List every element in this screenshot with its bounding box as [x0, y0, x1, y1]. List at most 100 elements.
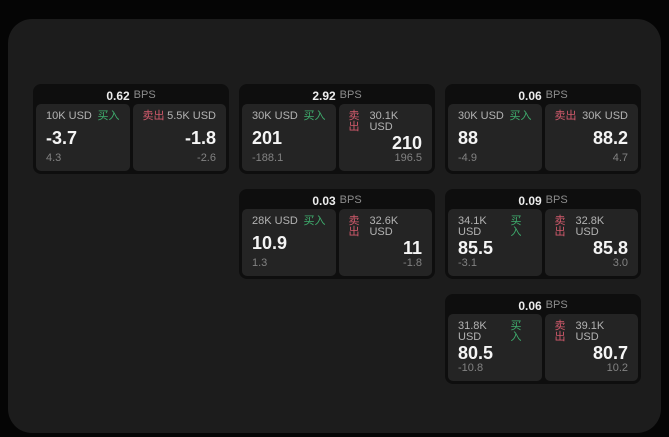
- buy-side-label: 买入: [510, 320, 522, 343]
- bps-value: 0.06: [518, 88, 542, 103]
- quote-card: 0.09 BPS 34.1K USD 买入 85.5 -3.1 卖出 32.8K…: [445, 189, 641, 279]
- buy-price: 201: [252, 127, 283, 148]
- sell-price: 210: [391, 133, 422, 153]
- sell-panel-top: 卖出 32.6K USD: [349, 216, 423, 238]
- bps-suffix-label: BPS: [339, 89, 362, 101]
- bps-suffix-label: BPS: [545, 194, 568, 206]
- buy-amount: 10K USD: [46, 110, 92, 122]
- sell-price: 80.7: [592, 343, 628, 363]
- buy-delta: -4.9: [458, 152, 477, 164]
- sell-price: 88.2: [592, 127, 628, 148]
- bps-header: 0.06 BPS: [448, 87, 638, 104]
- bps-suffix-label: BPS: [133, 89, 156, 101]
- sell-price: 11: [402, 238, 422, 258]
- sell-amount: 30K USD: [582, 110, 628, 122]
- sell-amount: 39.1K USD: [575, 320, 605, 343]
- sell-amount: 32.8K USD: [575, 215, 605, 238]
- sell-amount: 30.1K USD: [369, 110, 399, 133]
- quote-panels-row: 28K USD 买入 10.9 1.3 卖出 32.6K USD 11 -1.8: [242, 209, 432, 276]
- bps-value: 0.03: [312, 193, 336, 208]
- buy-price: 10.9: [252, 232, 288, 253]
- sell-delta: 3.0: [612, 257, 628, 269]
- sell-quote-panel[interactable]: 卖出 32.6K USD 11 -1.8: [338, 209, 432, 276]
- buy-side-label: 买入: [303, 110, 326, 122]
- buy-quote-panel[interactable]: 34.1K USD 买入 85.5 -3.1: [448, 209, 542, 276]
- bps-header: 2.92 BPS: [242, 87, 432, 104]
- bps-value: 0.09: [518, 193, 542, 208]
- sell-quote-panel[interactable]: 卖出 39.1K USD 80.7 10.2: [544, 314, 638, 381]
- bps-header: 0.06 BPS: [448, 297, 638, 314]
- buy-quote-panel[interactable]: 31.8K USD 买入 80.5 -10.8: [448, 314, 542, 381]
- buy-panel-top: 31.8K USD 买入: [458, 321, 532, 343]
- sell-side-label: 卖出: [142, 110, 165, 122]
- buy-price: 88: [458, 127, 479, 148]
- bps-value: 2.92: [312, 88, 336, 103]
- sell-side-label: 卖出: [348, 110, 360, 133]
- buy-delta: -10.8: [458, 362, 484, 374]
- sell-side-label: 卖出: [554, 110, 577, 122]
- buy-amount: 31.8K USD: [458, 320, 487, 343]
- buy-delta: -188.1: [252, 152, 284, 164]
- quote-card: 0.06 BPS 31.8K USD 买入 80.5 -10.8 卖出 39.1…: [445, 294, 641, 384]
- buy-amount: 28K USD: [252, 215, 298, 227]
- buy-price: 85.5: [458, 238, 494, 258]
- buy-quote-panel[interactable]: 30K USD 买入 201 -188.1: [242, 104, 336, 171]
- buy-side-label: 买入: [97, 110, 120, 122]
- sell-panel-top: 卖出 5.5K USD: [143, 111, 217, 122]
- buy-side-label: 买入: [303, 215, 326, 227]
- sell-amount: 5.5K USD: [167, 110, 216, 122]
- bps-value: 0.06: [518, 298, 542, 313]
- buy-side-label: 买入: [509, 110, 532, 122]
- buy-quote-panel[interactable]: 10K USD 买入 -3.7 4.3: [36, 104, 130, 171]
- quote-panels-row: 10K USD 买入 -3.7 4.3 卖出 5.5K USD -1.8 -2.…: [36, 104, 226, 171]
- buy-quote-panel[interactable]: 30K USD 买入 88 -4.9: [448, 104, 542, 171]
- buy-panel-top: 10K USD 买入: [46, 111, 120, 122]
- quote-card: 0.62 BPS 10K USD 买入 -3.7 4.3 卖出 5.5K USD: [33, 84, 229, 174]
- buy-panel-top: 28K USD 买入: [252, 216, 326, 227]
- app-window: 0.62 BPS 10K USD 买入 -3.7 4.3 卖出 5.5K USD: [8, 19, 661, 433]
- buy-panel-top: 30K USD 买入: [252, 111, 326, 122]
- buy-panel-top: 30K USD 买入: [458, 111, 532, 122]
- sell-panel-top: 卖出 39.1K USD: [555, 321, 629, 343]
- sell-price: -1.8: [184, 127, 216, 148]
- buy-side-label: 买入: [510, 215, 522, 238]
- buy-price: 80.5: [458, 343, 494, 363]
- sell-quote-panel[interactable]: 卖出 32.8K USD 85.8 3.0: [544, 209, 638, 276]
- quote-card: 0.03 BPS 28K USD 买入 10.9 1.3 卖出 32.6K US…: [239, 189, 435, 279]
- sell-delta: -1.8: [403, 257, 422, 269]
- buy-delta: 4.3: [46, 152, 62, 164]
- sell-delta: -2.6: [197, 152, 216, 164]
- quote-panels-row: 30K USD 买入 201 -188.1 卖出 30.1K USD 210 1…: [242, 104, 432, 171]
- quote-panels-row: 30K USD 买入 88 -4.9 卖出 30K USD 88.2 4.7: [448, 104, 638, 171]
- buy-delta: 1.3: [252, 257, 268, 269]
- bps-header: 0.03 BPS: [242, 192, 432, 209]
- buy-amount: 30K USD: [458, 110, 504, 122]
- sell-panel-top: 卖出 30.1K USD: [349, 111, 423, 133]
- quote-card: 2.92 BPS 30K USD 买入 201 -188.1 卖出 30.1K …: [239, 84, 435, 174]
- bps-suffix-label: BPS: [545, 299, 568, 311]
- quote-card: 0.06 BPS 30K USD 买入 88 -4.9 卖出 30K USD: [445, 84, 641, 174]
- buy-quote-panel[interactable]: 28K USD 买入 10.9 1.3: [242, 209, 336, 276]
- sell-delta: 10.2: [606, 362, 628, 374]
- sell-panel-top: 卖出 30K USD: [555, 111, 629, 122]
- sell-panel-top: 卖出 32.8K USD: [555, 216, 629, 238]
- bps-suffix-label: BPS: [545, 89, 568, 101]
- quote-cards-grid: 0.62 BPS 10K USD 买入 -3.7 4.3 卖出 5.5K USD: [33, 84, 641, 384]
- buy-amount: 34.1K USD: [458, 215, 487, 238]
- buy-amount: 30K USD: [252, 110, 298, 122]
- bps-header: 0.62 BPS: [36, 87, 226, 104]
- quote-panels-row: 34.1K USD 买入 85.5 -3.1 卖出 32.8K USD 85.8…: [448, 209, 638, 276]
- sell-side-label: 卖出: [554, 215, 566, 238]
- sell-quote-panel[interactable]: 卖出 30K USD 88.2 4.7: [544, 104, 638, 171]
- sell-side-label: 卖出: [554, 320, 566, 343]
- sell-amount: 32.6K USD: [369, 215, 399, 238]
- sell-quote-panel[interactable]: 卖出 30.1K USD 210 196.5: [338, 104, 432, 171]
- buy-delta: -3.1: [458, 257, 477, 269]
- bps-suffix-label: BPS: [339, 194, 362, 206]
- buy-panel-top: 34.1K USD 买入: [458, 216, 532, 238]
- sell-price: 85.8: [592, 238, 628, 258]
- sell-delta: 196.5: [394, 152, 422, 164]
- sell-quote-panel[interactable]: 卖出 5.5K USD -1.8 -2.6: [132, 104, 226, 171]
- bps-value: 0.62: [106, 88, 130, 103]
- sell-side-label: 卖出: [348, 215, 360, 238]
